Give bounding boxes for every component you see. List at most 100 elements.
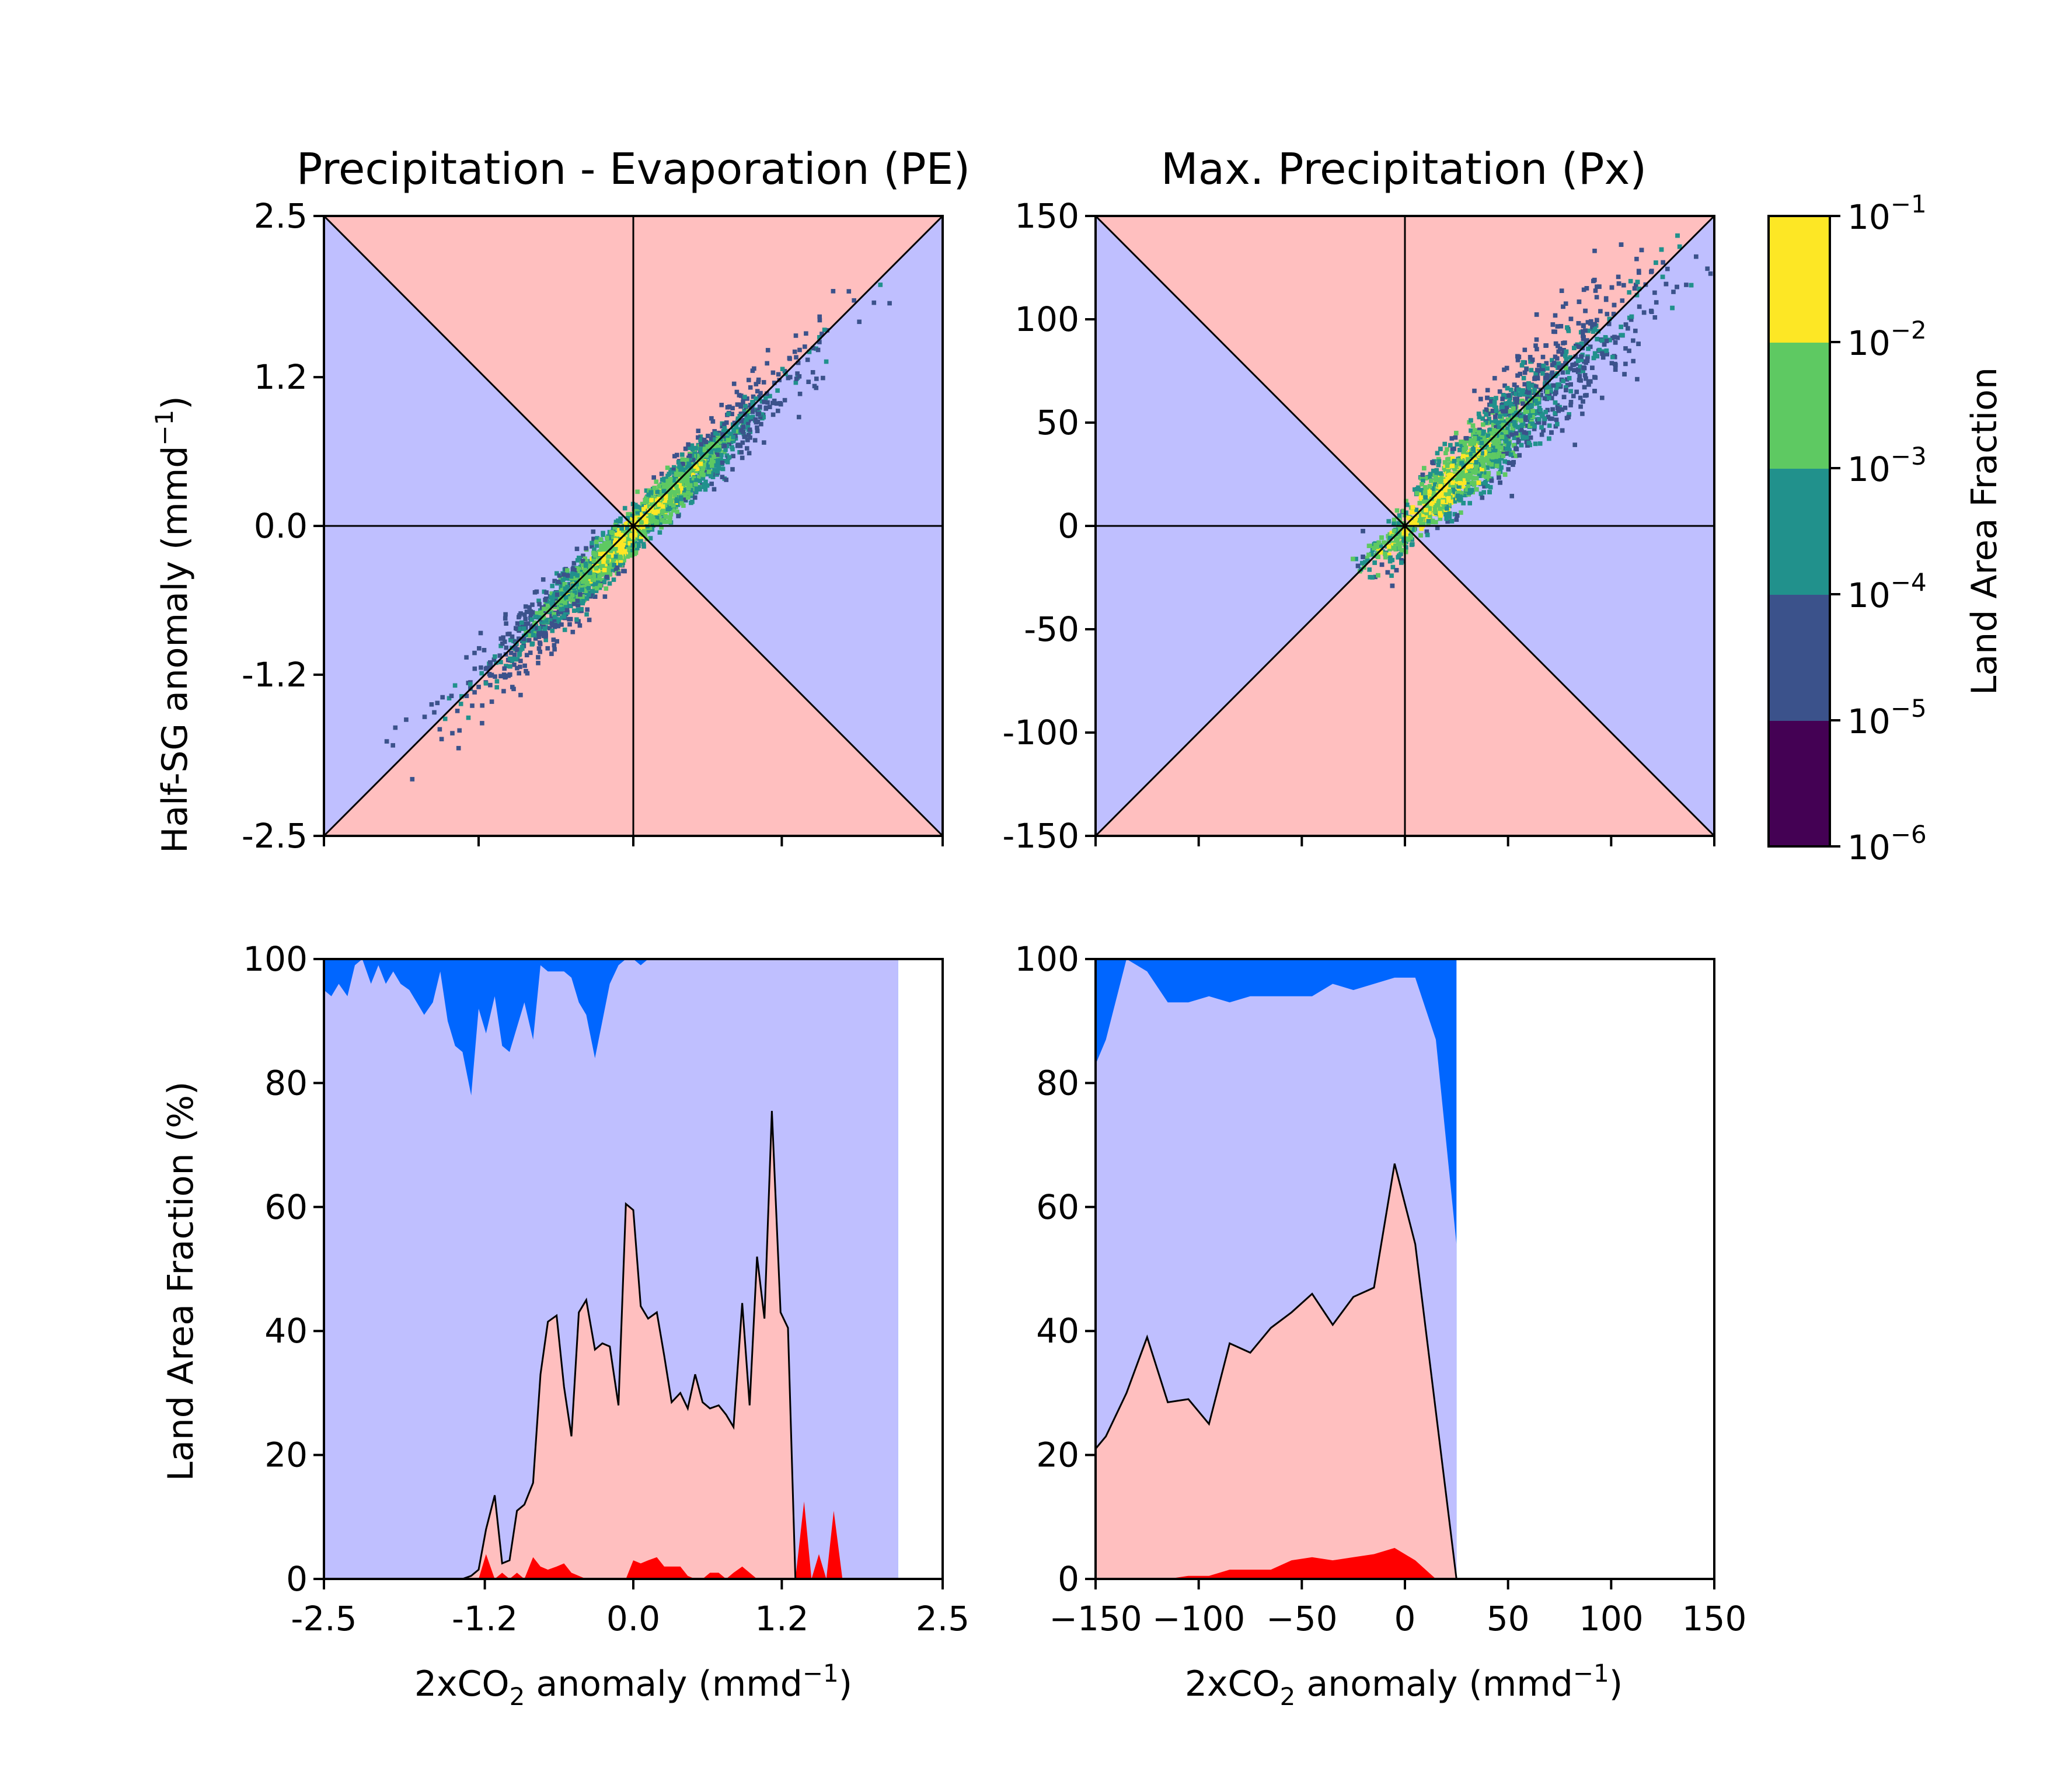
heatmap-cell [596,569,601,573]
heatmap-cell [498,674,503,679]
heatmap-cell [1627,290,1631,295]
heatmap-cell [1492,376,1497,381]
heatmap-cell [699,438,703,443]
heatmap-cell [1631,358,1635,364]
heatmap-cell [1423,476,1428,481]
heatmap-cell [1581,368,1585,373]
heatmap-cell [1499,406,1504,410]
heatmap-cell [558,599,563,604]
heatmap-cell [668,501,674,506]
heatmap-cell [515,665,519,671]
heatmap-cell [634,515,639,521]
heatmap-cell [735,416,741,421]
heatmap-cell [1490,409,1495,413]
heatmap-cell [1504,405,1509,410]
heatmap-cell [1540,413,1545,419]
heatmap-cell [1498,411,1502,416]
heatmap-cell [1379,550,1383,555]
heatmap-cell [1385,570,1390,575]
heatmap-cell [487,665,493,670]
heatmap-cell [1386,552,1392,557]
heatmap-cell [574,617,579,622]
heatmap-cell [1406,515,1411,520]
heatmap-cell [699,449,703,455]
heatmap-cell [765,400,770,405]
heatmap-cell [1489,402,1494,407]
heatmap-cell [1511,460,1516,465]
heatmap-cell [498,660,503,665]
heatmap-cell [1419,527,1424,531]
heatmap-cell [1515,358,1521,362]
heatmap-cell [1545,366,1550,371]
heatmap-cell [1616,274,1621,280]
heatmap-cell [607,561,612,566]
heatmap-cell [590,544,594,549]
heatmap-cell [570,598,574,603]
heatmap-cell [1626,326,1630,331]
heatmap-cell [1580,412,1585,416]
heatmap-cell [1550,358,1554,362]
heatmap-cell [536,598,541,604]
heatmap-cell [1478,462,1483,468]
heatmap-cell [683,447,688,451]
heatmap-cell [1578,364,1582,369]
heatmap-cell [668,512,674,517]
heatmap-cell [691,472,696,477]
heatmap-cell [797,374,802,379]
heatmap-cell [1623,346,1628,351]
heatmap-cell [644,496,649,500]
heatmap-cell [743,403,748,409]
heatmap-cell [1561,351,1565,356]
heatmap-cell [643,497,647,503]
heatmap-cell [540,630,545,635]
heatmap-cell [621,569,626,573]
heatmap-cell [1418,533,1423,538]
heatmap-cell [1595,284,1599,289]
heatmap-cell [1433,509,1438,514]
heatmap-cell [597,555,602,560]
heatmap-cell [537,602,542,606]
heatmap-cell [654,479,659,484]
heatmap-cell [574,546,580,552]
heatmap-cell [1390,564,1396,570]
heatmap-cell [724,435,729,440]
heatmap-cell [1547,395,1551,400]
heatmap-cell [596,580,601,585]
heatmap-cell [1453,467,1457,472]
heatmap-cell [1442,505,1447,510]
heatmap-cell [745,425,751,430]
heatmap-cell [1577,374,1582,378]
heatmap-cell [1665,266,1670,271]
heatmap-cell [615,565,620,570]
heatmap-cell [1438,516,1443,521]
heatmap-cell [505,632,510,637]
heatmap-cell [641,544,646,549]
heatmap-cell [590,577,595,583]
heatmap-cell [712,487,717,491]
heatmap-cell [556,623,561,629]
heatmap-cell [1568,355,1573,360]
heatmap-cell [688,456,692,461]
heatmap-cell [524,633,528,637]
heatmap-cell [1404,503,1410,507]
heatmap-cell [1584,376,1588,381]
heatmap-cell [765,361,769,366]
heatmap-cell [533,636,538,641]
heatmap-cell [727,441,731,446]
heatmap-cell [1531,383,1536,388]
heatmap-cell [657,502,662,507]
heatmap-cell [1563,354,1568,358]
heatmap-cell [775,388,780,393]
heatmap-cell [549,600,554,605]
heatmap-cell [1581,323,1586,329]
heatmap-cell [574,582,579,587]
heatmap-cell [1661,260,1665,265]
heatmap-cell [776,372,781,377]
heatmap-cell [610,559,615,564]
heatmap-cell [1529,403,1534,409]
heatmap-cell [580,594,585,599]
heatmap-cell [576,603,581,608]
heatmap-cell [535,626,539,630]
heatmap-cell [1557,346,1563,351]
heatmap-cell [466,715,471,720]
